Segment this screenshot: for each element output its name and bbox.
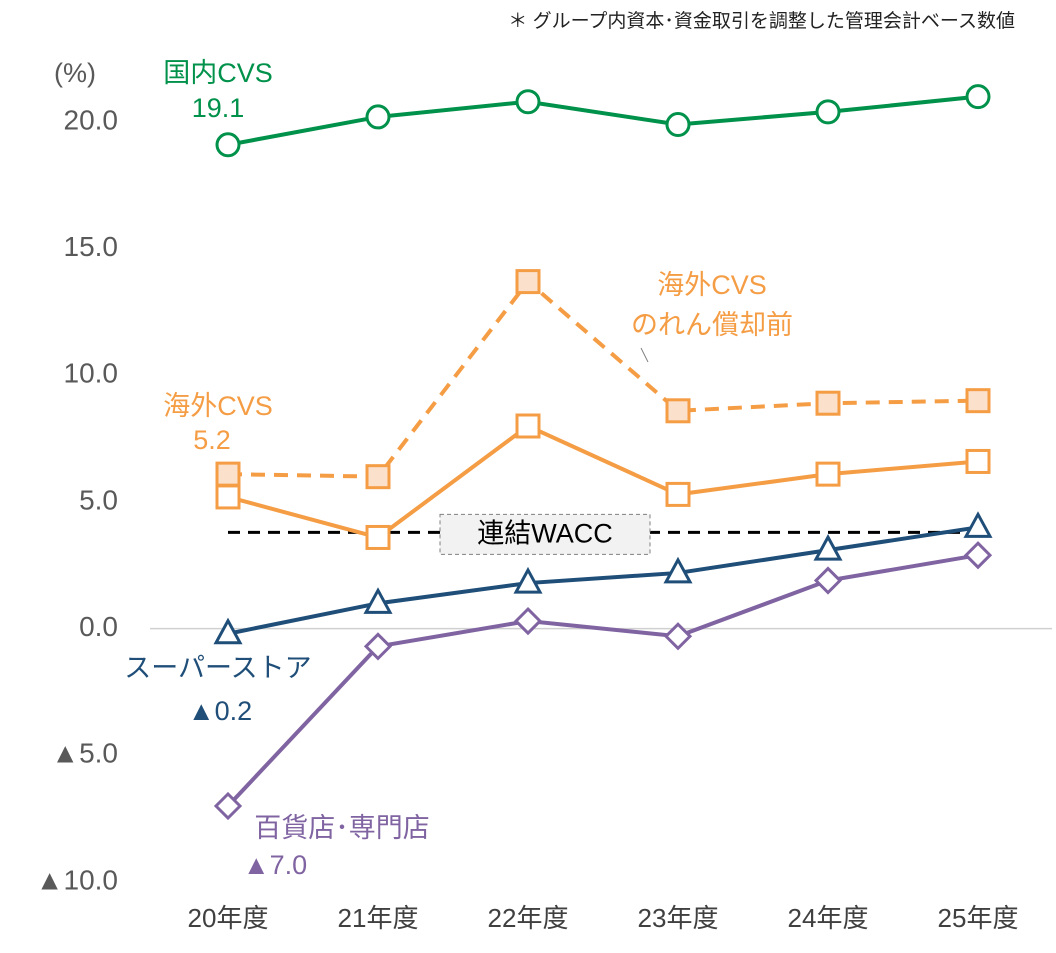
x-tick-label: 21年度: [338, 903, 419, 933]
series-label: 国内CVS: [163, 58, 273, 88]
point: [815, 99, 841, 125]
leader-line: [640, 347, 649, 363]
y-tick-label: 0.0: [79, 611, 118, 642]
point: [663, 622, 693, 651]
y-tick-label: 15.0: [64, 231, 119, 262]
point: [365, 524, 391, 550]
x-tick-label: 22年度: [488, 903, 569, 933]
point: [663, 556, 693, 584]
series-label: 海外CVS のれん償却前: [631, 270, 793, 340]
point: [215, 461, 241, 487]
x-tick-label: 24年度: [788, 903, 869, 933]
point: [515, 269, 541, 295]
y-tick-label: 5.0: [79, 484, 118, 515]
point: [213, 791, 243, 821]
y-tick-label: ▲10.0: [36, 864, 118, 895]
point: [815, 461, 841, 487]
point: [513, 606, 543, 636]
x-tick-label: 23年度: [638, 903, 719, 933]
point: [515, 413, 541, 439]
value-label: ▲0.2: [188, 696, 252, 726]
y-tick-label: ▲5.0: [51, 738, 118, 769]
reference-box: [439, 513, 651, 555]
point: [965, 84, 991, 110]
point: [813, 566, 843, 595]
series-line: [227, 94, 979, 147]
series-line: [227, 278, 979, 479]
series-label: スーパーストア: [124, 653, 311, 683]
x-tick-label: 20年度: [188, 903, 269, 933]
x-tick-label: 25年度: [938, 903, 1019, 933]
series-line: [226, 553, 979, 808]
point: [365, 104, 391, 130]
point: [215, 132, 241, 158]
point: [665, 112, 691, 138]
point: [815, 390, 841, 416]
value-label: ▲7.0: [243, 850, 307, 880]
y-tick-label: 20.0: [64, 104, 119, 135]
point: [813, 534, 843, 561]
series-label: 海外CVS: [163, 391, 273, 421]
point: [665, 398, 691, 424]
reference-label: 連結WACC: [477, 519, 613, 549]
value-label: 5.2: [193, 425, 231, 455]
point: [965, 448, 991, 474]
series-line: [227, 423, 979, 540]
point: [363, 632, 393, 661]
point: [215, 484, 241, 510]
value-label: 19.1: [192, 93, 245, 123]
y-tick-label: 10.0: [64, 358, 119, 389]
point: [363, 587, 393, 614]
point: [963, 511, 993, 538]
point: [213, 617, 243, 645]
point: [965, 388, 991, 414]
series-label: 百貨店･専門店: [254, 813, 430, 843]
point: [365, 464, 391, 490]
point: [515, 89, 541, 115]
point: [963, 541, 993, 570]
series-line: [227, 525, 979, 636]
y-unit: (%): [54, 58, 96, 88]
point: [513, 566, 543, 594]
point: [665, 481, 691, 507]
note: ＊ グループ内資本･資金取引を調整した管理会計ベース数値: [508, 10, 1015, 32]
